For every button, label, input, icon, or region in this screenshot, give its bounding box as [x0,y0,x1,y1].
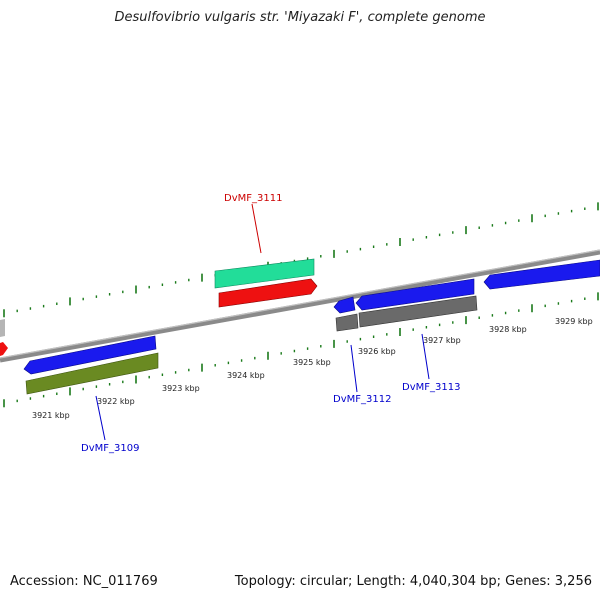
genome-backbone [0,249,600,363]
gene-blue-3113[interactable] [355,278,475,311]
gene-blue-right[interactable] [483,259,600,290]
gene-teal-3111[interactable] [214,258,315,289]
gene-label-3113[interactable]: DvMF_3113 [402,382,460,393]
gene-gray-3113[interactable] [358,295,478,328]
gene-partial-red[interactable] [0,342,8,356]
tick-label: 3927 kbp [423,336,461,345]
label-leader-3113 [421,333,430,380]
gene-partial-gray[interactable] [0,319,5,337]
gene-red-3111[interactable] [218,278,318,308]
genome-summary-text: Topology: circular; Length: 4,040,304 bp… [234,574,592,589]
tick-label: 3923 kbp [162,384,200,393]
gene-blue-3112[interactable] [333,296,356,314]
genome-backbone-highlight [0,249,600,359]
tick-marks [3,202,599,408]
gene-label-3112[interactable]: DvMF_3112 [333,394,391,405]
label-leader-3112 [350,344,358,393]
tick-label: 3929 kbp [555,317,593,326]
tick-label: 3921 kbp [32,411,70,420]
tick-label: 3925 kbp [293,358,331,367]
tick-label: 3926 kbp [358,347,396,356]
gene-label-3111[interactable]: DvMF_3111 [224,193,282,204]
gene-olive-3109[interactable] [25,352,159,395]
tick-label: 3928 kbp [489,325,527,334]
tick-labels: 3921 kbp 3922 kbp 3923 kbp 3924 kbp 3925… [32,317,593,420]
genome-title: Desulfovibrio vulgaris str. 'Miyazaki F'… [114,10,486,25]
gene-blue-3109[interactable] [23,335,157,375]
gene-gray-3112[interactable] [335,313,359,332]
label-leader-3111 [251,203,262,254]
accession-text: Accession: NC_011769 [10,574,158,589]
gene-label-3109[interactable]: DvMF_3109 [81,443,139,454]
tick-label: 3922 kbp [97,397,135,406]
label-leader-3109 [95,395,106,441]
tick-label: 3924 kbp [227,371,265,380]
